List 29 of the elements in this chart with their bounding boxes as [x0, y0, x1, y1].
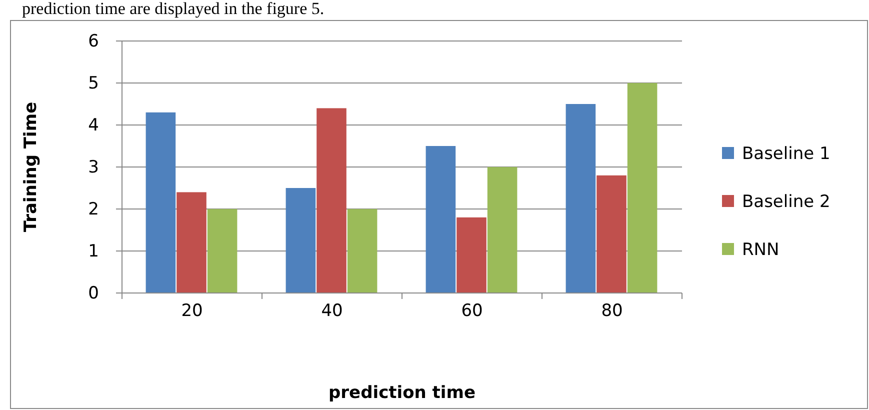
bar — [456, 217, 486, 293]
bar — [316, 108, 346, 293]
x-tick-label: 40 — [321, 301, 343, 321]
bar — [487, 167, 518, 293]
y-tick-label: 1 — [88, 241, 99, 262]
x-axis-title: prediction time — [328, 383, 476, 403]
y-tick-label: 2 — [88, 199, 99, 220]
x-tick-label: 60 — [461, 301, 483, 321]
legend-label: Baseline 2 — [742, 192, 830, 212]
bar — [207, 209, 238, 293]
bar — [347, 209, 378, 293]
bar — [286, 188, 316, 293]
bar — [596, 175, 626, 293]
y-axis-title: Training Time — [21, 102, 41, 232]
text: prediction time are displayed in the figure 5. — [22, 0, 324, 18]
legend-label: Baseline 1 — [742, 144, 830, 164]
legend-label: RNN — [742, 240, 780, 260]
bar — [566, 104, 596, 293]
bar — [176, 192, 206, 293]
y-tick-label: 5 — [88, 73, 99, 94]
y-tick-label: 3 — [88, 157, 99, 178]
y-tick-label: 0 — [88, 283, 99, 304]
y-tick-label: 4 — [88, 115, 99, 136]
bar — [426, 146, 456, 293]
bar — [146, 112, 176, 293]
x-tick-label: 80 — [601, 301, 623, 321]
bar — [627, 83, 658, 293]
y-tick-label: 6 — [88, 31, 99, 52]
x-tick-label: 20 — [181, 301, 203, 321]
